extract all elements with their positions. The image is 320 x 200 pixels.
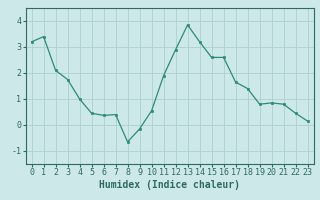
X-axis label: Humidex (Indice chaleur): Humidex (Indice chaleur) [99, 180, 240, 190]
